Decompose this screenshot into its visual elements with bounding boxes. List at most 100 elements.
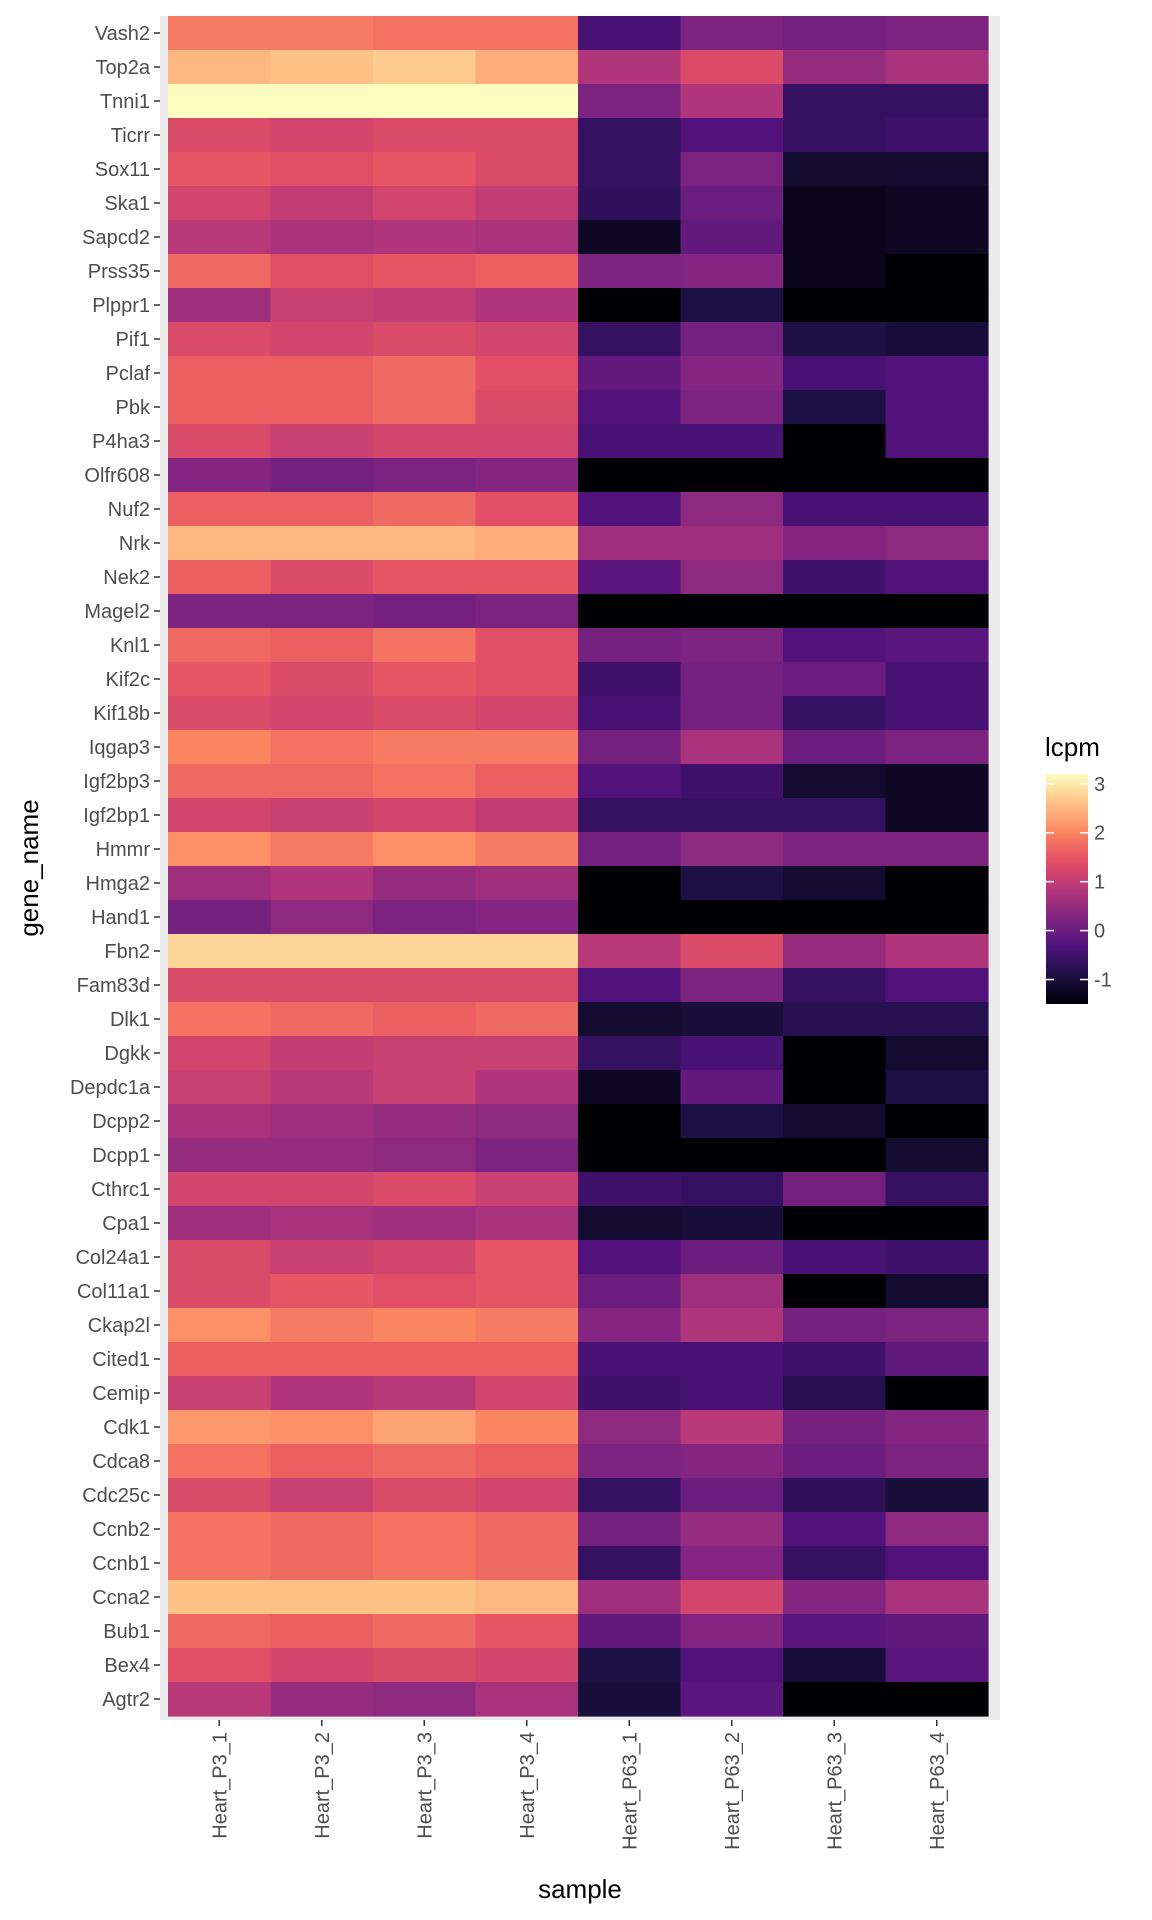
x-tick-label: Heart_P63_2 (722, 1732, 744, 1850)
heatmap-cell (373, 764, 477, 799)
heatmap-cell (373, 1444, 477, 1479)
heatmap-cell (680, 186, 784, 221)
heatmap-cell (475, 1512, 579, 1547)
heatmap-cell (885, 1070, 989, 1105)
heatmap-cell (680, 730, 784, 765)
x-axis: Heart_P3_1 Heart_P3_2 Heart_P3_3 Heart_P3_4… (209, 1720, 949, 1850)
heatmap-cell (270, 1580, 374, 1615)
heatmap-cell (475, 1036, 579, 1071)
heatmap-cell (680, 492, 784, 527)
heatmap-cell (783, 798, 887, 833)
x-tick-label: Heart_P63_3 (824, 1732, 846, 1850)
heatmap-cell (373, 1240, 477, 1275)
heatmap-cell (578, 220, 682, 255)
heatmap-cell (475, 322, 579, 357)
heatmap-cell (168, 356, 272, 391)
heatmap-cell (885, 1308, 989, 1343)
heatmap-cell (680, 1546, 784, 1581)
heatmap-cell (885, 1036, 989, 1071)
heatmap-cell (270, 1070, 374, 1105)
heatmap-cell (783, 526, 887, 561)
heatmap-cell (578, 1138, 682, 1173)
heatmap-cell (270, 220, 374, 255)
heatmap-cell (783, 424, 887, 459)
heatmap-cell (270, 1682, 374, 1717)
heatmap-cell (578, 288, 682, 323)
heatmap-cell (373, 1682, 477, 1717)
heatmap-cell (475, 186, 579, 221)
y-tick-label: Cdc25c (82, 1485, 150, 1507)
heatmap-cell (783, 50, 887, 85)
heatmap-cell (270, 628, 374, 663)
heatmap-cell (578, 356, 682, 391)
heatmap-cell (578, 1206, 682, 1241)
y-tick-label: Iqgap3 (89, 737, 150, 759)
heatmap-cell (783, 1512, 887, 1547)
heatmap-cell (270, 1478, 374, 1513)
heatmap-cell (270, 1308, 374, 1343)
heatmap-cell (373, 1138, 477, 1173)
heatmap-cell (680, 1104, 784, 1139)
heatmap-cell (885, 1206, 989, 1241)
heatmap-cell (168, 968, 272, 1003)
heatmap-cell (885, 968, 989, 1003)
heatmap-cell (475, 1002, 579, 1037)
heatmap-cell (783, 662, 887, 697)
heatmap-cell (680, 1172, 784, 1207)
heatmap-cell (270, 458, 374, 493)
y-tick-label: Tnni1 (100, 91, 150, 113)
heatmap-cell (578, 254, 682, 289)
heatmap-cell (373, 1546, 477, 1581)
heatmap-cell (578, 968, 682, 1003)
heatmap-cell (578, 1342, 682, 1377)
heatmap-cell (168, 1274, 272, 1309)
heatmap-cell (475, 390, 579, 425)
heatmap-cell (783, 492, 887, 527)
heatmap-cell (783, 1070, 887, 1105)
heatmap-cell (270, 1342, 374, 1377)
heatmap-cell (885, 866, 989, 901)
heatmap-cell (578, 1308, 682, 1343)
y-tick-label: Plppr1 (92, 295, 150, 317)
heatmap-cell (373, 152, 477, 187)
heatmap-cell (578, 1002, 682, 1037)
heatmap-cell (373, 1580, 477, 1615)
heatmap-cell (680, 458, 784, 493)
heatmap-cell (578, 1444, 682, 1479)
heatmap-cell (783, 730, 887, 765)
heatmap-cell (168, 934, 272, 969)
heatmap-cell (578, 900, 682, 935)
heatmap-cell (373, 730, 477, 765)
heatmap-cell (783, 1240, 887, 1275)
heatmap-cell (373, 220, 477, 255)
heatmap-cell (475, 458, 579, 493)
heatmap-cell (270, 662, 374, 697)
heatmap-cell (680, 16, 784, 51)
heatmap-cell (783, 1104, 887, 1139)
heatmap-cell (373, 1342, 477, 1377)
heatmap-cell (475, 1478, 579, 1513)
heatmap-cell (783, 1002, 887, 1037)
heatmap-cell (373, 696, 477, 731)
heatmap-cell (578, 1478, 682, 1513)
heatmap-cell (270, 526, 374, 561)
heatmap-cell (680, 662, 784, 697)
heatmap-cell (475, 696, 579, 731)
y-tick-label: P4ha3 (92, 431, 150, 453)
heatmap-cell (373, 1036, 477, 1071)
heatmap-cell (373, 1410, 477, 1445)
legend-tick-label: 3 (1094, 774, 1105, 796)
heatmap-cell (270, 798, 374, 833)
heatmap-cell (885, 764, 989, 799)
heatmap-cell (680, 1240, 784, 1275)
heatmap-cell (475, 832, 579, 867)
heatmap-cell (885, 730, 989, 765)
heatmap-cell (270, 50, 374, 85)
y-tick-label: Sox11 (95, 159, 150, 181)
heatmap-cell (578, 662, 682, 697)
x-axis-title: sample (538, 1874, 622, 1904)
heatmap-cell (885, 1172, 989, 1207)
heatmap-cell (373, 1274, 477, 1309)
heatmap-cell (578, 1172, 682, 1207)
heatmap-cell (783, 1444, 887, 1479)
